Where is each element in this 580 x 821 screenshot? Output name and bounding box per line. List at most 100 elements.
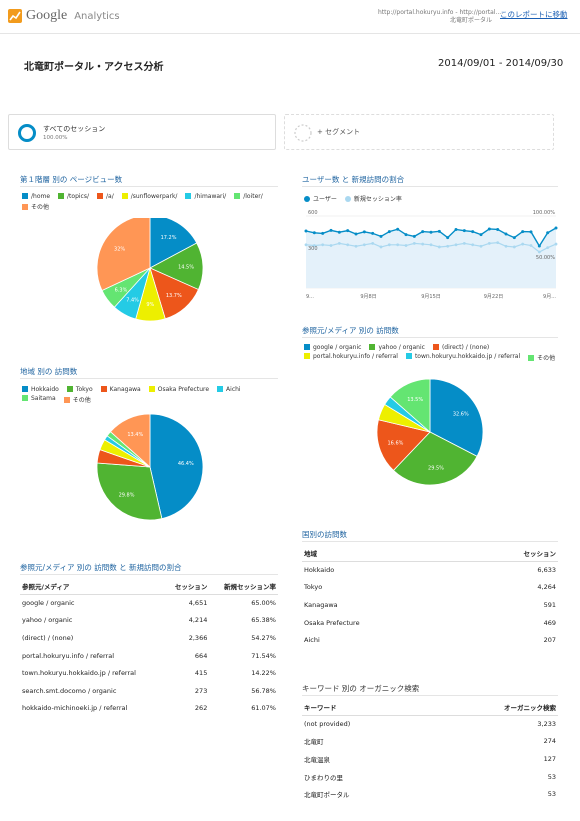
new-session-rate-point — [312, 244, 316, 247]
table-cell: 71.54% — [251, 651, 276, 660]
legend-label: ユーザー — [313, 196, 337, 203]
table-cell: 4,214 — [188, 616, 208, 625]
logo-analytics-text: Analytics — [74, 10, 120, 22]
region-legend: Hokkaido Tokyo Kanagawa Osaka Prefecture Aic… — [22, 386, 252, 404]
table-row: hokkaido-michinoeki.jp / referral 262 61.0… — [20, 700, 278, 718]
new-session-rate-point — [379, 245, 383, 249]
date-range: 2014/09/01 - 2014/09/30 — [438, 58, 564, 69]
users-point — [479, 233, 483, 237]
table-cell: yahoo / organic — [22, 616, 73, 625]
users-point — [379, 234, 383, 238]
table-cell: 274 — [543, 737, 556, 746]
pageviews-legend: /home/topics/ /a/ /sunflowerpark/ /himawari… — [22, 193, 280, 211]
pageviews-chart-title: 第１階層 別の ページビュー数 — [20, 175, 123, 184]
table-row: yahoo / organic 4,214 65.38% — [20, 612, 278, 630]
legend-label: town.hokuryu.hokkaido.jp / referral — [414, 353, 521, 360]
new-session-rate-point — [346, 243, 350, 247]
legend-label: Saitama — [31, 395, 56, 402]
users-point — [546, 231, 550, 235]
table-cell: 65.00% — [251, 599, 276, 608]
legend-swatch — [22, 204, 28, 210]
pie-data-label: 46.4% — [178, 461, 194, 467]
legend-item: Hokkaido — [22, 386, 59, 393]
table-cell: 207 — [543, 636, 556, 645]
users-point — [396, 227, 400, 231]
legend-label: /home — [31, 193, 51, 200]
segment-donut-icon — [18, 124, 36, 142]
legend-label: Kanagawa — [109, 386, 141, 393]
legend-swatch — [185, 193, 192, 199]
table-cell: Tokyo — [304, 583, 323, 592]
table-cell: 2,366 — [188, 633, 208, 642]
pie-slice — [149, 218, 198, 269]
users-point — [337, 230, 341, 234]
legend-swatch — [304, 353, 310, 359]
legend-swatch — [97, 193, 103, 199]
pie-slice — [392, 431, 478, 486]
table-cell: 591 — [543, 600, 556, 609]
legend-label: /sunflowerpark/ — [130, 193, 178, 200]
legend-item: town.hokuryu.hokkaido.jp / referral — [405, 353, 521, 362]
legend-item: portal.hokuryu.info / referral — [304, 353, 398, 362]
legend-label: Hokkaido — [31, 386, 59, 393]
report-url-line: http://portal.hokuryu.info - http://port… — [378, 9, 504, 16]
users-point — [437, 229, 441, 233]
column-header: 地域 — [302, 545, 461, 562]
users-point — [362, 230, 366, 234]
new-session-rate-point — [371, 241, 375, 245]
legend-label: /himawari/ — [194, 193, 227, 200]
table-row: 北竜町 274 — [302, 733, 558, 751]
y-left-tick-label: 600 — [308, 210, 318, 216]
legend-item: google / organic — [304, 344, 361, 351]
table-cell: Osaka Prefecture — [304, 618, 360, 627]
legend-item: Osaka Prefecture — [148, 386, 209, 393]
segment-all-sessions[interactable]: すべてのセッション 100.00% — [8, 114, 276, 150]
legend-label: その他 — [537, 355, 556, 362]
y-left-tick-label: 300 — [308, 246, 318, 252]
table-cell: 262 — [194, 704, 208, 713]
table-row: 北竜温泉 127 — [302, 750, 558, 768]
pie-data-label: 13.5% — [407, 397, 423, 403]
new-session-rate-point — [479, 244, 483, 248]
users-point — [346, 229, 350, 233]
legend-label: (direct) / (none) — [441, 344, 490, 351]
pie-data-label: 13.7% — [166, 293, 182, 299]
table-cell: Aichi — [304, 636, 320, 645]
pie-data-label: 32.6% — [453, 411, 469, 417]
column-header: キーワード — [302, 699, 424, 716]
new-session-rate-point — [429, 243, 433, 247]
logo-google-text: Google — [26, 8, 68, 23]
legend-label: 新規セッション率 — [353, 196, 402, 203]
table-row: portal.hokuryu.info / referral 664 71.54% — [20, 647, 278, 665]
x-tick-label: 9月8日 — [360, 294, 376, 300]
x-tick-label: 9月15日 — [421, 294, 441, 300]
legend-label: /loiter/ — [243, 193, 263, 200]
legend-item: /home — [22, 193, 50, 200]
segment-percent: 100.00% — [43, 135, 68, 141]
column-header: セッション — [460, 545, 558, 562]
users-point — [329, 228, 333, 232]
pie-slice — [96, 218, 151, 292]
new-session-rate-point — [529, 244, 533, 247]
sources-table-title: 参照元/メディア 別の 訪問数 と 新規訪問の割合 — [20, 563, 182, 572]
legend-item: (direct) / (none) — [432, 344, 490, 351]
column-header: 新規セッション率 — [209, 578, 278, 595]
go-to-report-link[interactable]: このレポートに移動 — [500, 10, 568, 19]
legend-swatch — [528, 355, 535, 361]
new-session-rate-point — [487, 241, 491, 245]
table-cell: (direct) / (none) — [22, 633, 74, 642]
table-cell: 北竜温泉 — [304, 755, 330, 764]
users-point — [354, 232, 358, 236]
legend-swatch — [66, 386, 73, 392]
table-cell: 6,633 — [537, 566, 556, 575]
users-point — [371, 231, 375, 235]
add-segment-box[interactable]: + セグメント — [284, 114, 554, 150]
users-point — [412, 234, 416, 238]
users-chart-title: ユーザー数 と 新規訪問の割合 — [302, 175, 405, 184]
divider — [20, 378, 278, 379]
divider — [302, 695, 558, 696]
new-session-rate-point — [329, 244, 333, 247]
pie-data-label: 16.6% — [388, 440, 404, 446]
legend-swatch — [58, 193, 65, 199]
keyword-table: キーワード オーガニック検索 (not provided) 3,233 北竜町 274… — [302, 699, 558, 803]
